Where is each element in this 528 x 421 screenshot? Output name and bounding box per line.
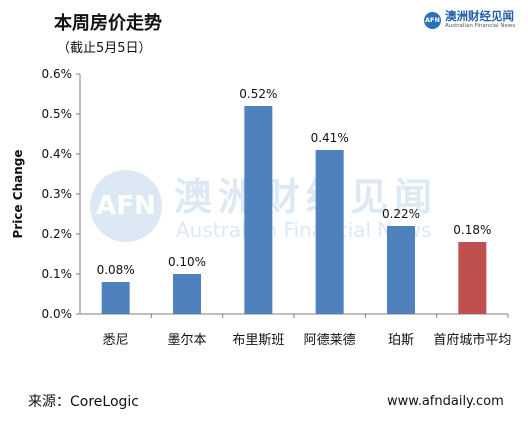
x-tick-label: 珀斯 <box>388 333 414 348</box>
bar <box>315 150 344 314</box>
bar <box>458 242 487 314</box>
y-tick-label: 0.5% <box>42 107 73 121</box>
x-tick-label: 布里斯班 <box>232 333 284 348</box>
bar <box>244 106 273 314</box>
y-axis-label: Price Change <box>11 150 25 239</box>
x-tick-label: 墨尔本 <box>167 333 206 348</box>
data-label: 0.18% <box>453 223 491 237</box>
bar <box>101 282 130 314</box>
x-tick-label: 悉尼 <box>103 333 129 348</box>
page-subtitle: （截止5月5日） <box>57 41 152 56</box>
data-label: 0.41% <box>311 131 349 145</box>
y-tick-label: 0.6% <box>42 67 73 81</box>
data-label: 0.22% <box>382 207 420 221</box>
y-tick-label: 0.2% <box>42 227 73 241</box>
brand-logo-block: AFN 澳洲财经见闻 Australian Financial News <box>424 9 516 29</box>
bar-chart: Price Change 0.0% 0.1% 0.2% 0.3% 0.4% 0.5% 0.6… <box>11 67 511 348</box>
bar <box>173 274 201 314</box>
x-tick-label: 阿德莱德 <box>304 333 356 348</box>
source-note: 来源：CoreLogic <box>28 394 139 410</box>
bar <box>387 226 415 314</box>
brand-name-en: Australian Financial News <box>445 22 516 29</box>
data-label: 0.10% <box>168 255 206 269</box>
site-url: www.afndaily.com <box>387 394 504 409</box>
y-tick-label: 0.1% <box>42 267 73 281</box>
page-title: 本周房价走势 <box>54 13 162 34</box>
x-tick-label: 首府城市平均 <box>433 332 511 348</box>
y-tick-label: 0.4% <box>42 147 73 161</box>
afn-logo-icon: AFN <box>424 11 441 29</box>
brand-text: 澳洲财经见闻 Australian Financial News <box>445 9 516 29</box>
y-tick-label: 0.3% <box>42 187 73 201</box>
data-label: 0.52% <box>239 87 277 101</box>
y-tick-label: 0.0% <box>42 307 73 321</box>
data-label: 0.08% <box>97 263 135 277</box>
brand-name: 澳洲财经见闻 <box>445 9 514 23</box>
